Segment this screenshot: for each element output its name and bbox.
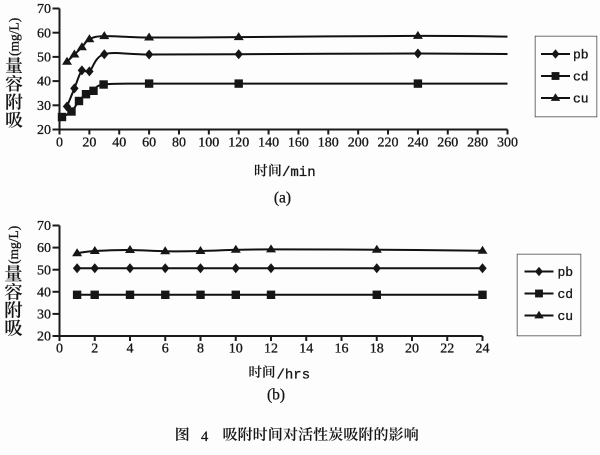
svg-text:14: 14 [299, 342, 313, 357]
svg-text:20: 20 [82, 136, 96, 151]
svg-text:300: 300 [497, 136, 518, 151]
svg-text:4: 4 [127, 342, 134, 357]
svg-text:220: 220 [378, 136, 399, 151]
svg-text:70: 70 [37, 219, 51, 234]
svg-text:80: 80 [172, 136, 186, 151]
svg-text:60: 60 [142, 136, 156, 151]
svg-text:/hrs: /hrs [277, 368, 311, 384]
svg-text:16: 16 [335, 342, 349, 357]
svg-text:cd: cd [558, 287, 574, 302]
svg-text:8: 8 [197, 342, 204, 357]
svg-text:0: 0 [56, 342, 63, 357]
svg-text:70: 70 [37, 2, 51, 17]
svg-text:(mg/L): (mg/L) [7, 18, 22, 56]
svg-text:cu: cu [573, 92, 589, 107]
svg-text:12: 12 [264, 342, 278, 357]
svg-text:30: 30 [37, 308, 51, 323]
svg-text:280: 280 [467, 136, 488, 151]
svg-text:60: 60 [37, 241, 51, 256]
svg-text:20: 20 [405, 342, 419, 357]
svg-text:22: 22 [440, 342, 454, 357]
svg-text:/min: /min [282, 165, 316, 181]
svg-text:(b): (b) [267, 387, 285, 404]
svg-text:100: 100 [198, 136, 219, 151]
svg-text:120: 120 [228, 136, 249, 151]
svg-text:40: 40 [37, 75, 51, 90]
svg-text:cd: cd [573, 70, 589, 85]
svg-text:200: 200 [348, 136, 369, 151]
svg-text:0: 0 [56, 136, 63, 151]
svg-text:10: 10 [229, 342, 243, 357]
svg-text:30: 30 [37, 99, 51, 114]
svg-text:(a): (a) [274, 190, 291, 207]
svg-text:cu: cu [558, 309, 574, 324]
svg-text:60: 60 [37, 26, 51, 41]
svg-text:50: 50 [37, 263, 51, 278]
svg-text:40: 40 [112, 136, 126, 151]
svg-text:pb: pb [573, 48, 589, 63]
svg-text:180: 180 [318, 136, 339, 151]
svg-text:140: 140 [258, 136, 279, 151]
svg-text:160: 160 [288, 136, 309, 151]
svg-text:2: 2 [91, 342, 98, 357]
svg-text:6: 6 [162, 342, 169, 357]
svg-text:20: 20 [37, 123, 51, 138]
svg-text:24: 24 [476, 342, 490, 357]
svg-text:pb: pb [558, 265, 574, 280]
svg-text:18: 18 [370, 342, 384, 357]
svg-text:40: 40 [37, 285, 51, 300]
svg-text:240: 240 [407, 136, 428, 151]
svg-text:(mg/L): (mg/L) [6, 226, 21, 264]
svg-text:4: 4 [201, 429, 209, 445]
svg-text:20: 20 [37, 330, 51, 345]
svg-text:260: 260 [437, 136, 458, 151]
svg-text:50: 50 [37, 51, 51, 66]
